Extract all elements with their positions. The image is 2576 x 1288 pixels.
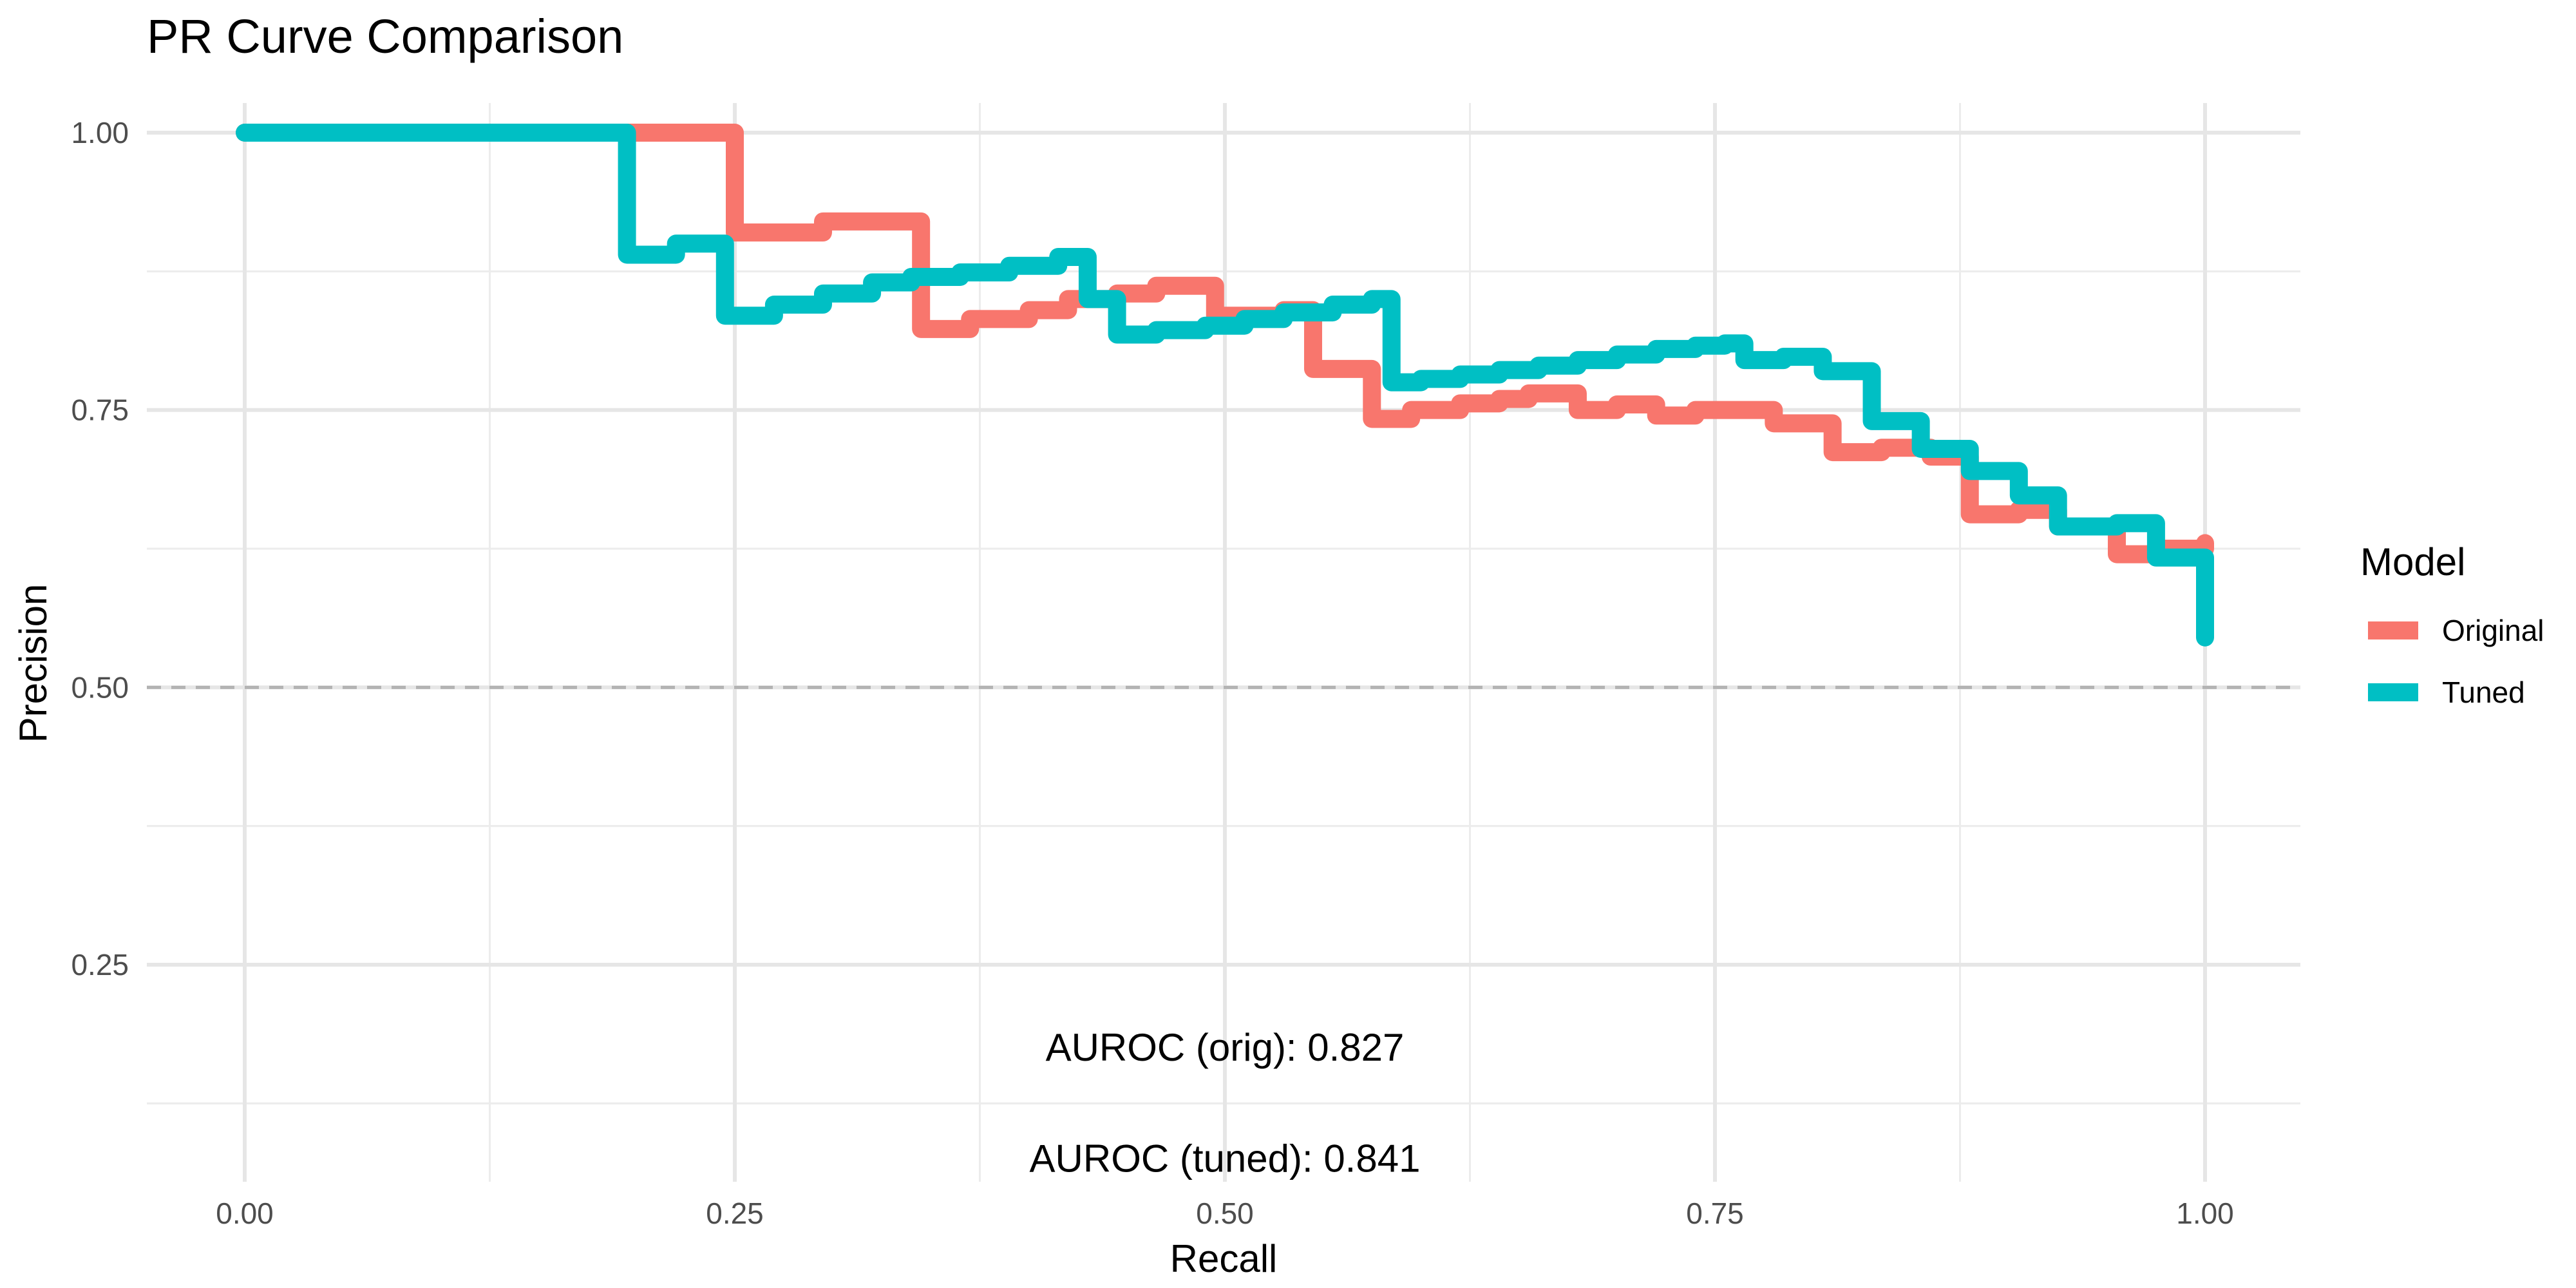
x-tick-label: 0.75 [1686, 1197, 1744, 1230]
y-axis-title: Precision [12, 584, 55, 743]
series-line-tuned [236, 124, 2214, 647]
series-line-original [236, 124, 2214, 564]
x-tick-label: 0.50 [1196, 1197, 1254, 1230]
annotation-auroc-tuned: AUROC (tuned): 0.841 [1030, 1137, 1421, 1180]
series-lines [236, 124, 2214, 647]
legend: Model Original Tuned [2360, 540, 2544, 709]
x-tick-label: 0.00 [216, 1197, 274, 1230]
major-gridlines [147, 103, 2300, 1182]
y-tick-label: 0.50 [71, 670, 129, 704]
chart-title: PR Curve Comparison [147, 10, 623, 63]
x-tick-label: 1.00 [2176, 1197, 2234, 1230]
legend-label-tuned: Tuned [2442, 676, 2525, 709]
x-axis-ticks: 0.00 0.25 0.50 0.75 1.00 [216, 1197, 2234, 1230]
x-axis-title: Recall [1170, 1237, 1278, 1280]
annotation-auroc-orig: AUROC (orig): 0.827 [1046, 1026, 1405, 1069]
x-tick-label: 0.25 [706, 1197, 764, 1230]
y-tick-label: 1.00 [71, 116, 129, 149]
annotations: AUROC (orig): 0.827 AUROC (tuned): 0.841 [1030, 1026, 1421, 1180]
y-tick-label: 0.25 [71, 948, 129, 981]
legend-label-original: Original [2442, 614, 2544, 647]
y-axis-ticks: 0.25 0.50 0.75 1.00 [71, 116, 129, 981]
legend-title: Model [2360, 540, 2465, 583]
y-tick-label: 0.75 [71, 393, 129, 427]
